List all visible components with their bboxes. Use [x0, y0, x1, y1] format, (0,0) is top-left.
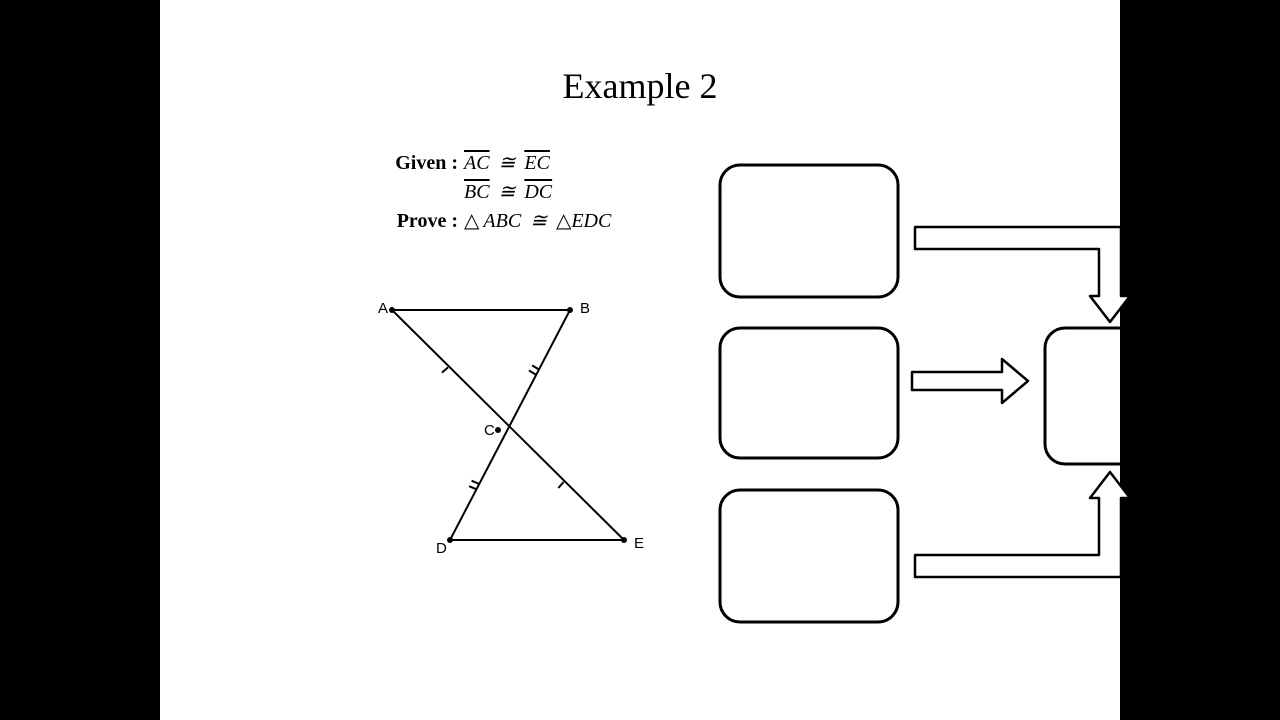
- svg-text:E: E: [634, 535, 644, 552]
- prove-label: Prove :: [378, 210, 458, 233]
- proof-statement: Given : AC ≅ EC BC ≅ DC Prove : △ ABC ≅ …: [378, 150, 611, 237]
- congruent-symbol: ≅: [495, 181, 520, 203]
- congruent-symbol: ≅: [526, 210, 551, 232]
- segment-bc: BC: [464, 181, 490, 203]
- given-line-1: Given : AC ≅ EC: [378, 150, 611, 175]
- segment-ec: EC: [524, 152, 550, 174]
- segment-dc: DC: [524, 181, 552, 203]
- given-label: Given :: [378, 152, 458, 175]
- triangle-edc: EDC: [571, 210, 611, 232]
- segment-ac: AC: [464, 152, 490, 174]
- triangle-symbol: △: [464, 210, 479, 232]
- congruent-symbol: ≅: [495, 152, 520, 174]
- geometry-figure: A B C D E: [370, 290, 650, 570]
- given-line-2: BC ≅ DC: [378, 179, 611, 204]
- triangle-abc: ABC: [483, 210, 521, 232]
- prove-line: Prove : △ ABC ≅ △EDC: [378, 208, 611, 233]
- svg-text:D: D: [436, 540, 447, 557]
- triangle-symbol: △: [556, 210, 571, 232]
- svg-text:B: B: [580, 300, 590, 317]
- page-title: Example 2: [160, 65, 1120, 107]
- svg-text:C: C: [484, 422, 495, 439]
- slide-page: Example 2 Given : AC ≅ EC BC ≅ DC Prove …: [160, 0, 1120, 720]
- svg-text:A: A: [378, 300, 388, 317]
- flowchart-diagram: [715, 160, 1245, 640]
